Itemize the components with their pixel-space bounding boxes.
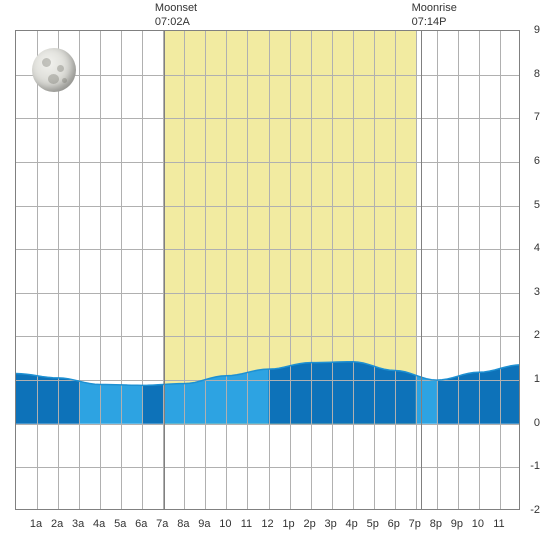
plot-area xyxy=(15,30,520,510)
x-tick-label: 3p xyxy=(325,518,337,530)
x-tick-label: 5p xyxy=(367,518,379,530)
x-tick-label: 12 xyxy=(261,518,273,530)
y-tick-label: -2 xyxy=(530,504,540,516)
moonrise-marker-line xyxy=(421,31,422,509)
x-tick-label: 9a xyxy=(198,518,210,530)
x-tick-label: 10 xyxy=(219,518,231,530)
x-tick-label: 11 xyxy=(241,518,252,530)
x-tick-label: 2a xyxy=(51,518,63,530)
y-tick-label: -1 xyxy=(530,460,540,472)
x-tick-label: 8p xyxy=(430,518,442,530)
x-tick-label: 7a xyxy=(156,518,168,530)
x-tick-label: 10 xyxy=(472,518,484,530)
x-tick-label: 1p xyxy=(282,518,294,530)
x-tick-label: 6p xyxy=(388,518,400,530)
x-tick-label: 1a xyxy=(30,518,42,530)
y-tick-label: 6 xyxy=(534,155,540,167)
moon-icon xyxy=(32,48,76,92)
y-tick-label: 8 xyxy=(534,68,540,80)
moonrise-time: 07:14P xyxy=(412,16,447,28)
x-tick-label: 3a xyxy=(72,518,84,530)
y-tick-label: 7 xyxy=(534,111,540,123)
x-tick-label: 2p xyxy=(303,518,315,530)
tide-chart-container: Moonset 07:02A Moonrise 07:14P -2-101234… xyxy=(0,0,550,550)
x-tick-label: 7p xyxy=(409,518,421,530)
x-tick-label: 6a xyxy=(135,518,147,530)
y-tick-label: 3 xyxy=(534,286,540,298)
y-tick-label: 9 xyxy=(534,24,540,36)
x-tick-label: 4p xyxy=(346,518,358,530)
x-tick-label: 5a xyxy=(114,518,126,530)
moonset-time: 07:02A xyxy=(155,16,190,28)
moonrise-annotation: Moonrise 07:14P xyxy=(412,2,457,30)
y-tick-label: 1 xyxy=(534,373,540,385)
x-tick-label: 9p xyxy=(451,518,463,530)
x-tick-label: 8a xyxy=(177,518,189,530)
y-tick-label: 5 xyxy=(534,199,540,211)
moonset-label: Moonset xyxy=(155,2,197,14)
y-tick-label: 4 xyxy=(534,242,540,254)
moonset-marker-line xyxy=(164,31,165,509)
x-tick-label: 11 xyxy=(493,518,504,530)
y-tick-label: 2 xyxy=(534,329,540,341)
moonrise-label: Moonrise xyxy=(412,2,457,14)
moonset-annotation: Moonset 07:02A xyxy=(155,2,197,30)
x-tick-label: 4a xyxy=(93,518,105,530)
y-tick-label: 0 xyxy=(534,417,540,429)
